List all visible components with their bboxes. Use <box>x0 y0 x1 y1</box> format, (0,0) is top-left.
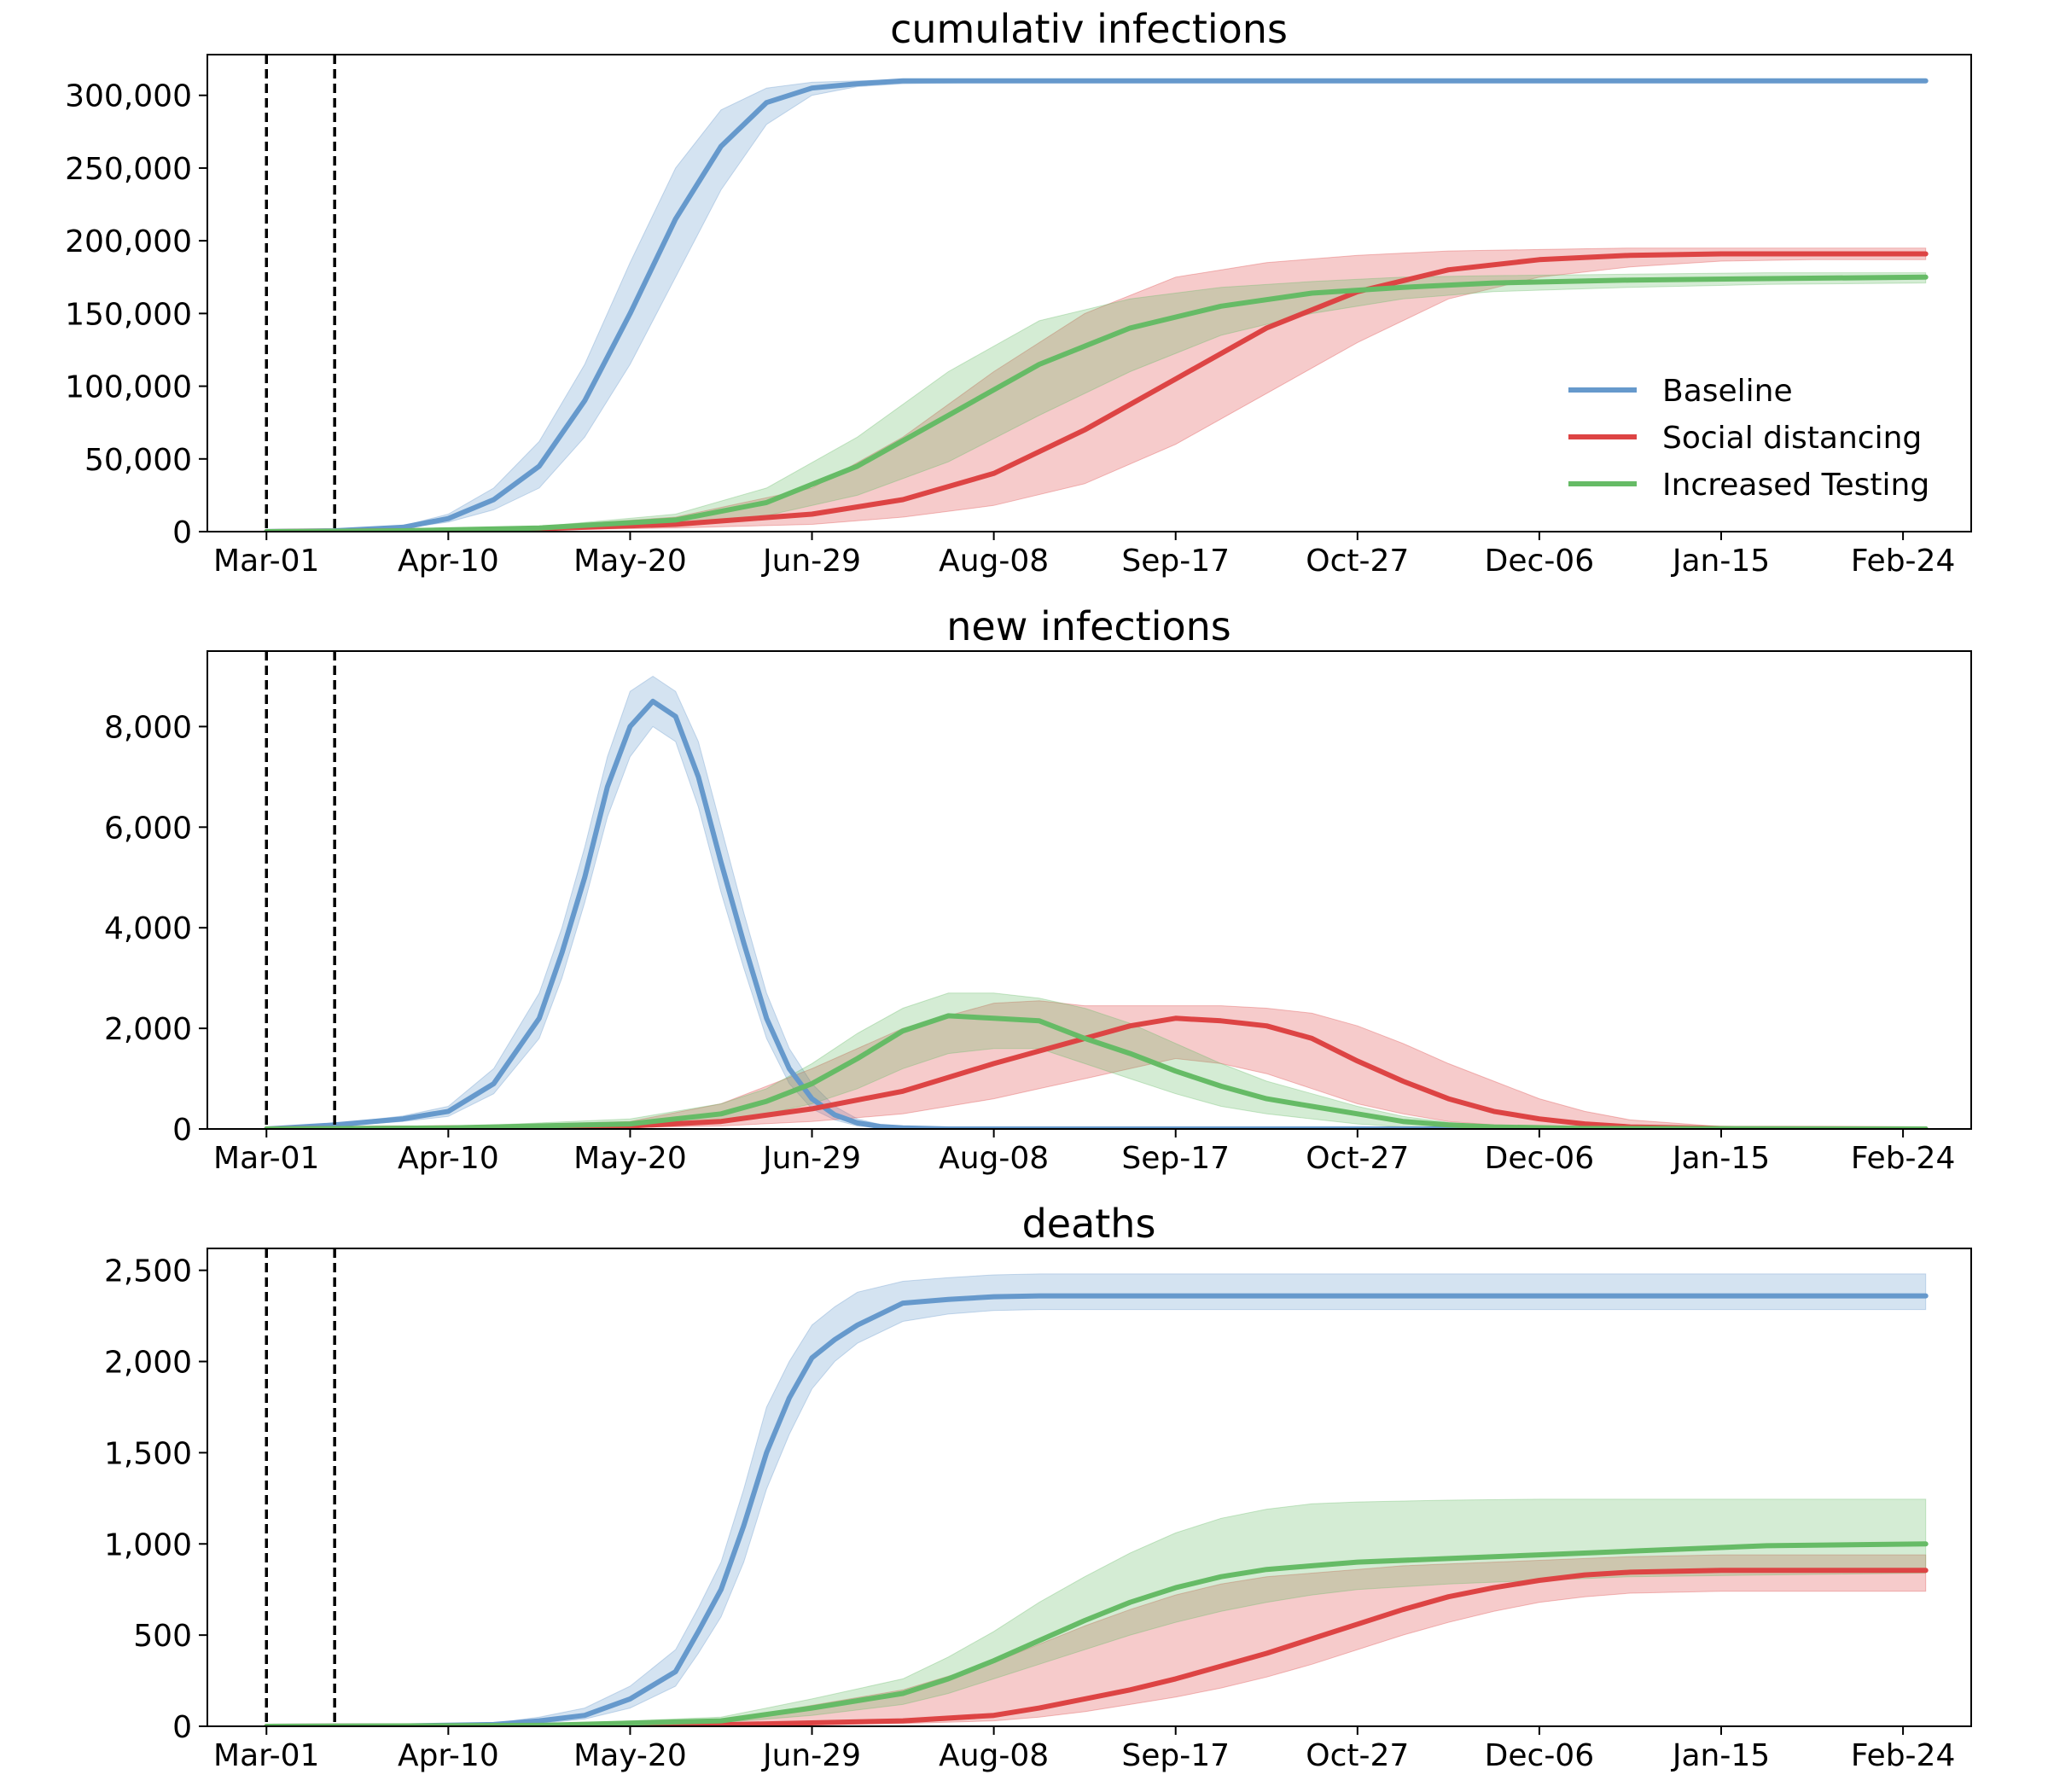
y-tick-label: 150,000 <box>65 297 192 332</box>
x-tick-label: Apr-10 <box>398 1738 499 1773</box>
new-infections-panel: new infections Mar-01 Apr-10 May-20 Jun-29 A… <box>104 603 1972 1176</box>
x-tick-label: Dec-06 <box>1485 1141 1594 1176</box>
x-tick-label: Jun-29 <box>761 544 861 579</box>
axes-frame <box>207 650 1972 1130</box>
increased-testing-line <box>264 1013 1929 1129</box>
y-tick-label: 50,000 <box>84 443 192 478</box>
social-distancing-band <box>266 1554 1927 1726</box>
x-tick-label: Mar-01 <box>213 1738 319 1773</box>
x-tick-label: Sep-17 <box>1121 1738 1230 1773</box>
legend: Baseline Social distancing Increased Testi… <box>1568 374 1929 503</box>
x-tick-label: Jun-29 <box>761 1738 861 1773</box>
y-tick-label: 0 <box>172 1113 192 1148</box>
x-tick-label: Feb-24 <box>1851 1141 1956 1176</box>
x-tick-label: May-20 <box>573 1141 687 1176</box>
y-tick-label: 100,000 <box>65 370 192 405</box>
y-tick-label: 0 <box>172 515 192 550</box>
x-tick-label: Apr-10 <box>398 1141 499 1176</box>
y-tick-label: 2,500 <box>104 1254 192 1289</box>
y-tick-label: 500 <box>133 1619 192 1654</box>
legend-label-increased-testing: Increased Testing <box>1662 468 1929 503</box>
y-tick-label: 1,000 <box>104 1527 192 1562</box>
x-tick-label: Sep-17 <box>1121 1141 1230 1176</box>
axes-frame <box>207 1248 1972 1727</box>
y-tick-label: 0 <box>172 1710 192 1745</box>
x-tick-label: Oct-27 <box>1306 1738 1409 1773</box>
x-tick-label: May-20 <box>573 1738 687 1773</box>
cumulative-infections-panel: cumulativ infections Mar-01 Apr-10 May-20 J… <box>65 6 1972 579</box>
x-tick-label: Feb-24 <box>1851 1738 1956 1773</box>
y-tick-label: 250,000 <box>65 152 192 187</box>
baseline-line <box>264 1293 1929 1726</box>
x-tick-label: Aug-08 <box>939 544 1049 579</box>
social-distancing-line <box>264 251 1929 532</box>
legend-label-baseline: Baseline <box>1662 374 1793 409</box>
x-tick-label: Dec-06 <box>1485 1738 1594 1773</box>
y-tick-label: 200,000 <box>65 224 192 259</box>
x-tick-label: Feb-24 <box>1851 544 1956 579</box>
x-tick-label: Jun-29 <box>761 1141 861 1176</box>
x-tick-label: Oct-27 <box>1306 1141 1409 1176</box>
axes-frame <box>207 54 1972 532</box>
x-tick-label: Jan-15 <box>1671 544 1770 579</box>
increased-testing-line <box>264 274 1929 532</box>
y-tick-label: 1,500 <box>104 1436 192 1471</box>
y-tick-label: 8,000 <box>104 710 192 745</box>
baseline-band <box>266 1273 1927 1726</box>
baseline-band <box>266 675 1926 1129</box>
x-tick-label: Mar-01 <box>213 544 319 579</box>
y-tick-label: 6,000 <box>104 811 192 846</box>
x-tick-label: Jan-15 <box>1671 1738 1770 1773</box>
social-distancing-line <box>264 1568 1929 1726</box>
panel-title: cumulativ infections <box>890 6 1288 52</box>
y-tick-label: 2,000 <box>104 1012 192 1047</box>
x-tick-label: Sep-17 <box>1121 544 1230 579</box>
y-tick-label: 300,000 <box>65 79 192 114</box>
panel-title: new infections <box>946 603 1231 649</box>
increased-testing-band <box>266 992 1926 1129</box>
y-tick-label: 2,000 <box>104 1346 192 1381</box>
x-tick-label: Apr-10 <box>398 544 499 579</box>
panel-title: deaths <box>1022 1201 1156 1247</box>
x-tick-label: Dec-06 <box>1485 544 1594 579</box>
social-distancing-line <box>264 1015 1929 1129</box>
y-tick-label: 4,000 <box>104 911 192 946</box>
x-tick-label: Oct-27 <box>1306 544 1409 579</box>
legend-label-social-distancing: Social distancing <box>1662 421 1922 456</box>
x-tick-label: Aug-08 <box>939 1141 1049 1176</box>
x-tick-label: Aug-08 <box>939 1738 1049 1773</box>
baseline-line <box>264 698 1929 1129</box>
increased-testing-line <box>264 1541 1929 1726</box>
x-tick-label: Jan-15 <box>1671 1141 1770 1176</box>
deaths-panel: deaths Mar-01 Apr-10 May-20 Jun-29 Aug-08 Sep… <box>104 1201 1972 1773</box>
x-tick-label: Mar-01 <box>213 1141 319 1176</box>
baseline-line <box>264 78 1929 532</box>
x-tick-label: May-20 <box>573 544 687 579</box>
